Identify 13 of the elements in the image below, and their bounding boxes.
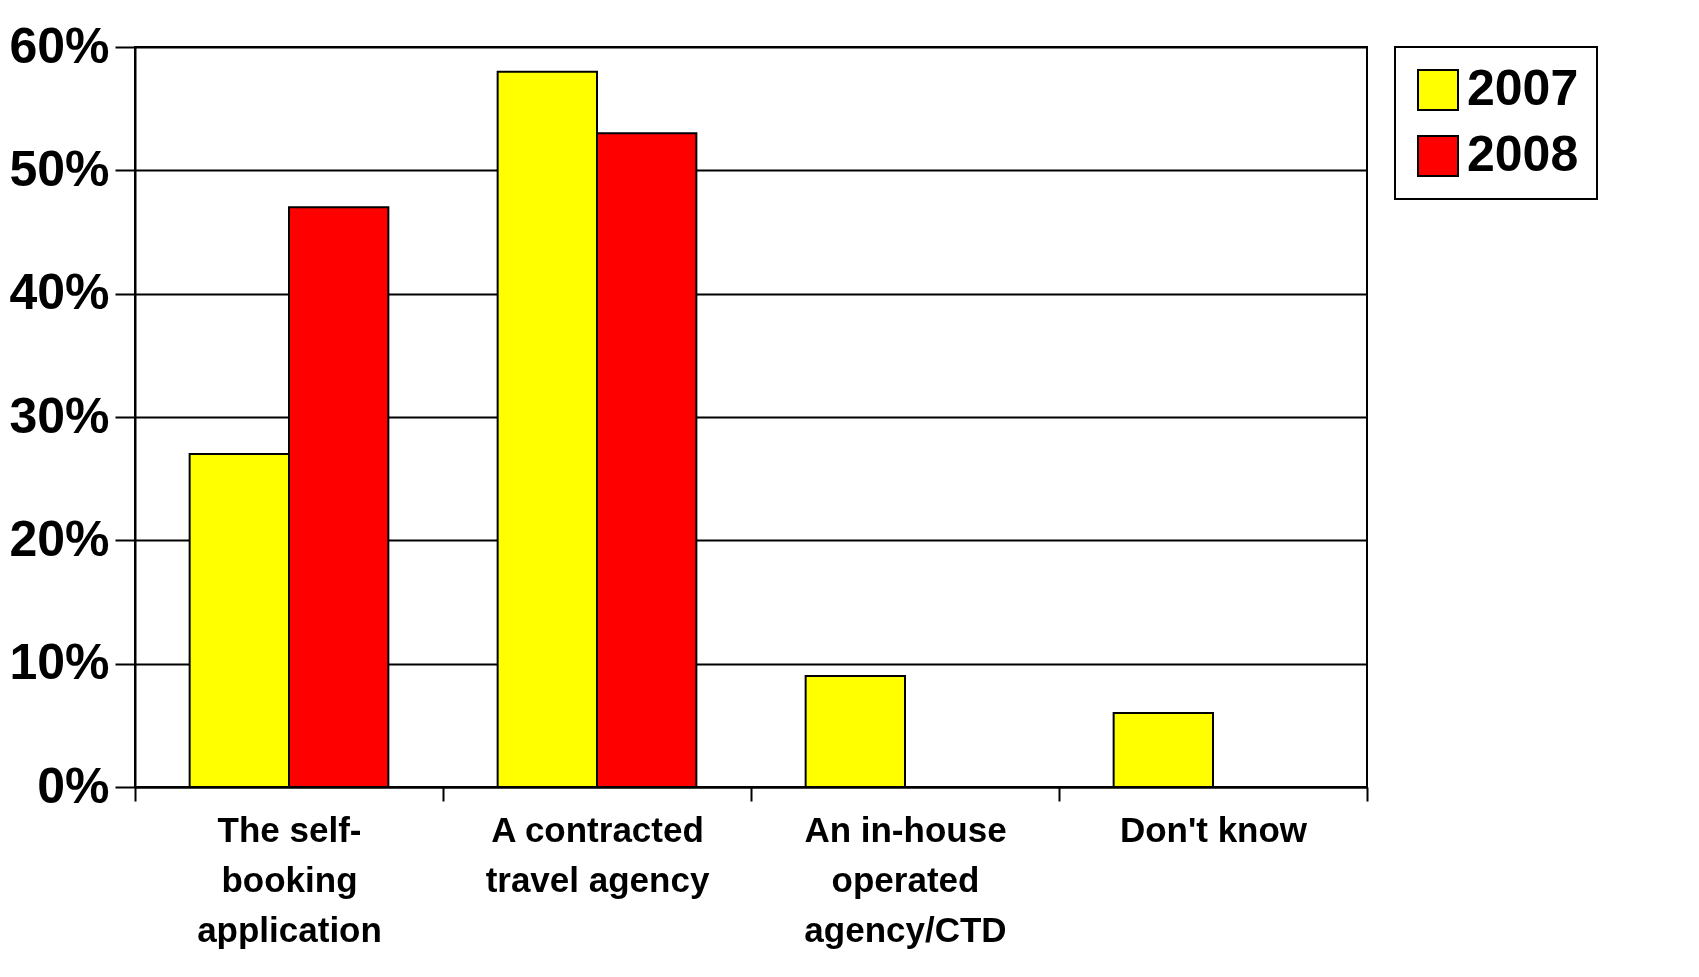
y-tick-label: 0% — [37, 757, 110, 814]
y-tick-label: 20% — [9, 510, 110, 567]
legend-label: 2008 — [1467, 126, 1579, 182]
x-tick-label: A contracted travel agency — [485, 809, 710, 899]
x-tick-label: An in-house operated agency/CTD — [804, 809, 1007, 949]
y-tick-label: 30% — [9, 387, 110, 444]
y-tick-label: 40% — [9, 264, 110, 321]
legend-label: 2007 — [1467, 60, 1579, 116]
y-tick-label: 60% — [9, 17, 110, 74]
y-tick-label: 10% — [9, 634, 110, 691]
x-tick-label: The self-booking application — [197, 809, 382, 949]
y-tick-label: 50% — [9, 140, 110, 197]
x-tick-label: Don't know — [1119, 809, 1308, 849]
